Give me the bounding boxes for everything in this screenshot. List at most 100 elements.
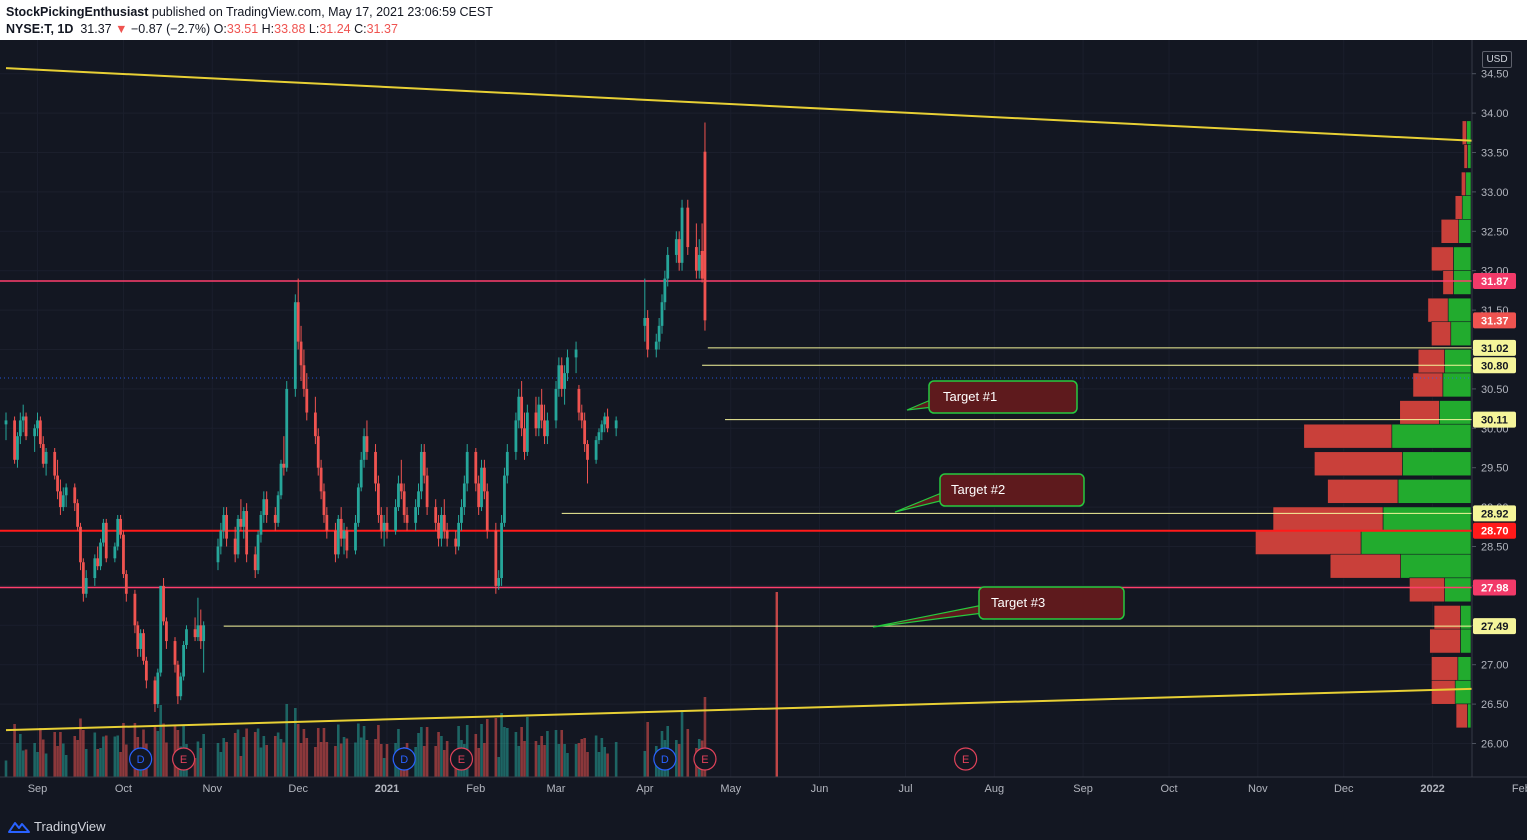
volume-bar — [442, 750, 446, 777]
price-tick-label: 34.00 — [1481, 108, 1509, 120]
volume-profile-up — [1382, 506, 1472, 532]
candle-body — [666, 254, 670, 279]
candle-body — [703, 151, 707, 321]
volume-profile-down — [1442, 270, 1454, 295]
volume-bar — [159, 705, 162, 777]
down-arrow-icon: ▼ — [115, 22, 128, 36]
candle-body — [514, 420, 518, 452]
symbol-label[interactable]: NYSE:T, 1D — [6, 22, 74, 36]
volume-bar — [239, 756, 243, 777]
volume-bar — [4, 760, 8, 777]
candle-body — [480, 467, 483, 508]
volume-bar — [222, 738, 226, 777]
price-label: 30.11 — [1481, 415, 1508, 427]
candle-body — [566, 357, 569, 374]
time-tick-label: 2021 — [375, 783, 399, 795]
time-tick-label: Oct — [1160, 783, 1177, 795]
candle-body — [354, 522, 357, 551]
volume-profile-up — [1397, 479, 1472, 504]
volume-profile-down — [1412, 372, 1444, 398]
volume-bar — [242, 737, 246, 777]
time-tick-label: Apr — [636, 783, 653, 795]
candle-body — [557, 365, 561, 389]
candle-body — [583, 420, 587, 445]
volume-bar — [362, 726, 366, 777]
price-tick-label: 33.50 — [1481, 148, 1509, 160]
candle-body — [239, 518, 243, 527]
candle-body — [677, 239, 681, 263]
volume-bar — [646, 722, 649, 777]
chart-header: StockPickingEnthusiast published on Trad… — [0, 0, 1527, 40]
candle-body — [79, 526, 82, 563]
volume-profile-down — [1399, 400, 1440, 425]
candle-body — [385, 522, 389, 531]
volume-bar — [494, 718, 498, 777]
volume-bar — [382, 758, 386, 777]
volume-bar — [477, 748, 480, 777]
dividend-marker-label: D — [661, 754, 669, 766]
candle-body — [345, 530, 349, 551]
volume-bar — [374, 739, 377, 777]
candle-body — [73, 487, 77, 504]
target-callout — [978, 586, 1125, 620]
candle-body — [560, 365, 564, 389]
volume-bar — [193, 758, 197, 777]
open-value: 33.51 — [226, 22, 259, 36]
price-chart[interactable]: Target #1 Target #2 Target #3 26.00 26.50 27.… — [0, 40, 1527, 812]
volume-bar — [236, 729, 240, 777]
candle-body — [334, 530, 337, 555]
candle-body — [425, 475, 429, 508]
candle-body — [482, 467, 486, 492]
candle-body — [179, 676, 183, 697]
earnings-marker-label: E — [458, 754, 465, 766]
close-label: C: — [354, 22, 367, 36]
candle-body — [523, 428, 526, 452]
candle-body — [96, 558, 100, 567]
candle-body — [21, 416, 25, 421]
volume-bar — [506, 728, 509, 777]
volume-bar — [543, 745, 546, 777]
volume-bar — [76, 740, 79, 777]
candle-body — [153, 680, 157, 705]
candle-body — [477, 483, 481, 508]
volume-bar — [33, 743, 36, 777]
tradingview-brand[interactable]: TradingView — [8, 818, 106, 834]
volume-profile-up — [1454, 679, 1472, 705]
candle-body — [462, 483, 466, 508]
candle-body — [64, 487, 68, 496]
volume-bar — [503, 727, 506, 777]
volume-bar — [296, 724, 300, 777]
candle-body — [142, 633, 145, 661]
volume-bar — [61, 743, 65, 777]
price-tick-label: 30.50 — [1481, 384, 1509, 396]
price-label: 28.70 — [1481, 526, 1509, 538]
currency-badge[interactable]: USD — [1482, 51, 1512, 68]
earnings-marker — [954, 747, 978, 771]
candle-body — [76, 503, 80, 527]
candle-body — [399, 483, 403, 492]
candle-body — [296, 302, 300, 342]
candle-body — [414, 507, 418, 523]
volume-bar — [523, 741, 526, 777]
candle-body — [36, 420, 39, 429]
volume-profile-up — [1444, 349, 1472, 374]
candle-body — [663, 278, 667, 303]
volume-profile-up — [1444, 577, 1472, 603]
volume-profile-up — [1458, 219, 1472, 244]
author-name[interactable]: StockPickingEnthusiast — [6, 5, 149, 19]
price-tick-label: 26.00 — [1481, 739, 1509, 751]
dividend-marker — [653, 747, 677, 771]
candle-body — [99, 542, 102, 567]
candle-body — [563, 373, 566, 389]
volume-bar — [116, 735, 120, 777]
volume-bar — [262, 736, 266, 777]
candle-body — [242, 511, 246, 527]
price-tick-label: 27.00 — [1481, 660, 1509, 672]
volume-bar — [583, 738, 586, 777]
volume-bar — [580, 739, 584, 777]
candle-body — [614, 420, 618, 429]
volume-bar — [294, 708, 297, 777]
volume-bar — [302, 729, 306, 777]
earnings-marker — [172, 747, 196, 771]
chart-area[interactable]: Target #1 Target #2 Target #3 26.00 26.50 27.… — [0, 40, 1527, 812]
